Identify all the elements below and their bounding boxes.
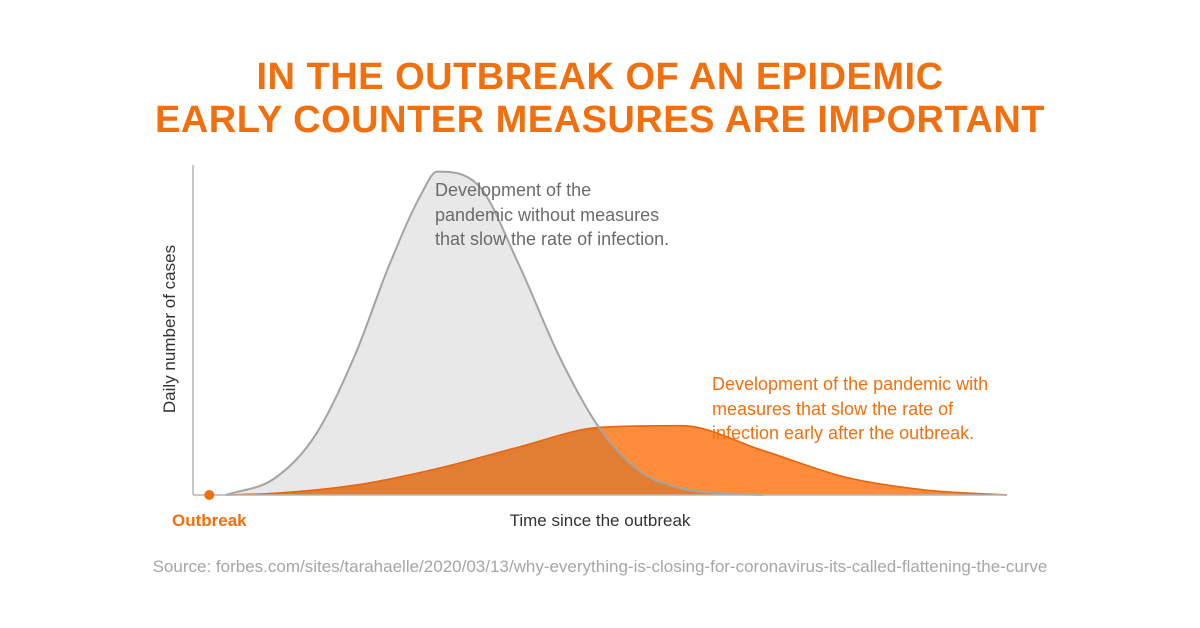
x-axis-label: Time since the outbreak [509,511,691,530]
chart-title-line-1: IN THE OUTBREAK OF AN EPIDEMIC [256,56,944,98]
annotation-with-measures: Development of the pandemic with measure… [712,372,988,446]
series-overlap-area [225,425,763,495]
annotation-with-measures-line: infection early after the outbreak. [712,423,975,443]
source-citation: Source: forbes.com/sites/tarahaelle/2020… [152,557,1048,576]
chart-title-line-2: EARLY COUNTER MEASURES ARE IMPORTANT [155,99,1045,141]
annotation-without-measures-line: that slow the rate of infection. [435,229,670,249]
annotation-without-measures: Development of the pandemic without meas… [435,178,669,252]
annotation-without-measures-line: Development of the [435,180,592,200]
annotation-with-measures-line: Development of the pandemic with [712,374,989,394]
series-without-measures-line [225,170,763,496]
series-with-measures-line [225,424,1008,496]
y-axis-label: Daily number of cases [160,244,179,414]
outbreak-label: Outbreak [172,511,247,530]
series-without-measures-area [225,171,763,495]
series-layer [225,170,1008,496]
outbreak-marker [204,490,215,500]
annotation-without-measures-line: pandemic without measures [435,204,660,225]
annotation-with-measures-line: measures that slow the rate of [712,398,954,419]
